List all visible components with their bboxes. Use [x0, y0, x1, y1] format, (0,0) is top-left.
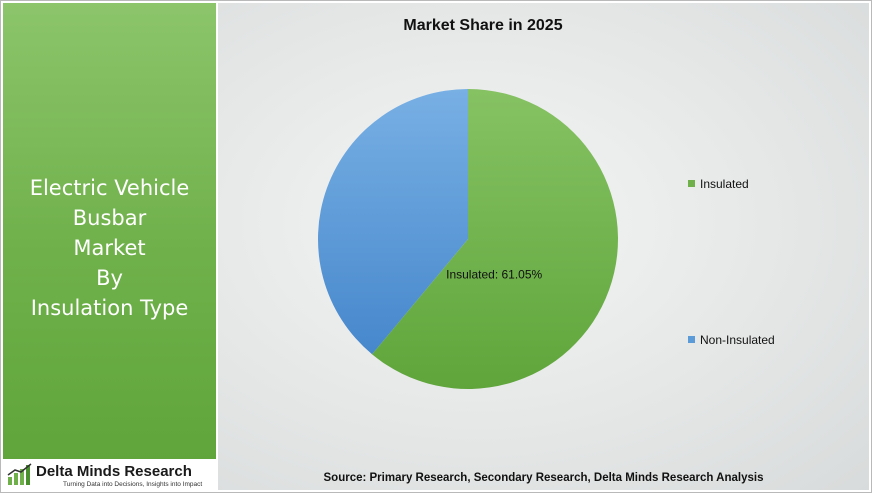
company-logo: Delta Minds Research Turning Data into D… — [3, 459, 216, 491]
pie-slice-non-insulated — [317, 89, 468, 355]
legend-item-insulated: Insulated — [688, 177, 749, 191]
chart-area: Market Share in 2025 Insulated: 61.05% I… — [218, 3, 869, 490]
title-line-2: Busbar — [72, 206, 147, 230]
legend-label: Insulated — [700, 177, 749, 191]
chart-title: Market Share in 2025 — [403, 17, 563, 34]
logo-company-name: Delta Minds Research — [36, 463, 192, 480]
data-label-insulated: Insulated: 61.05% — [446, 268, 542, 282]
title-line-1: Electric Vehicle — [29, 176, 190, 200]
title-line-4: By — [96, 266, 123, 290]
pie-chart: Insulated: 61.05% — [317, 89, 618, 389]
title-line-3: Market — [73, 236, 146, 260]
legend-swatch — [688, 180, 695, 187]
title-line-5: Insulation Type — [30, 296, 189, 320]
left-title-panel: Electric Vehicle Busbar Market By Insula… — [3, 3, 216, 463]
logo-tagline: Turning Data into Decisions, Insights in… — [63, 481, 203, 488]
legend-item-non-insulated: Non-Insulated — [688, 333, 775, 347]
legend-label: Non-Insulated — [700, 333, 775, 347]
source-note: Source: Primary Research, Secondary Rese… — [323, 472, 764, 484]
market-title: Electric Vehicle Busbar Market By Insula… — [3, 173, 216, 323]
pie-slice-insulated — [372, 89, 618, 389]
legend-swatch — [688, 336, 695, 343]
bar-chart-logo-icon — [7, 463, 32, 485]
